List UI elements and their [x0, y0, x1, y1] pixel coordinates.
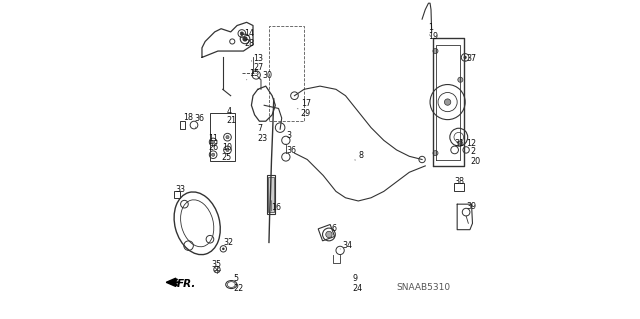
Text: 16: 16	[271, 203, 282, 212]
Circle shape	[226, 148, 229, 152]
Text: 19: 19	[428, 33, 438, 41]
Text: 17: 17	[301, 100, 311, 108]
Text: 34: 34	[342, 241, 353, 250]
Polygon shape	[166, 278, 176, 286]
Text: 11: 11	[209, 134, 218, 143]
Text: 37: 37	[466, 54, 476, 63]
Text: 22: 22	[233, 284, 243, 293]
Text: 5: 5	[233, 274, 238, 283]
Text: 36: 36	[194, 115, 204, 123]
Circle shape	[433, 151, 438, 156]
Text: 14: 14	[244, 29, 254, 38]
Text: 26: 26	[209, 144, 218, 152]
Text: 39: 39	[467, 202, 477, 211]
Text: 36: 36	[287, 146, 296, 155]
Text: 25: 25	[221, 153, 232, 162]
Text: 38: 38	[454, 177, 465, 186]
Circle shape	[226, 136, 229, 139]
Text: 10: 10	[221, 144, 232, 152]
Text: 6: 6	[331, 224, 336, 233]
Text: 32: 32	[223, 238, 234, 247]
Bar	[318, 225, 335, 241]
Text: 29: 29	[301, 109, 311, 118]
Text: 33: 33	[176, 185, 186, 194]
Circle shape	[458, 77, 463, 82]
Bar	[210, 113, 236, 161]
Text: 2: 2	[470, 147, 476, 156]
Text: 31: 31	[454, 139, 465, 148]
Text: 30: 30	[262, 71, 272, 80]
Circle shape	[326, 231, 332, 238]
Bar	[180, 121, 186, 129]
Text: 4: 4	[227, 107, 232, 116]
Text: 21: 21	[227, 116, 237, 125]
Circle shape	[458, 141, 463, 146]
Text: 28: 28	[244, 39, 255, 48]
Circle shape	[222, 248, 225, 250]
Text: FR.: FR.	[177, 279, 196, 289]
Text: 15: 15	[249, 69, 259, 78]
Text: 8: 8	[358, 152, 364, 160]
Text: 27: 27	[253, 63, 263, 72]
Text: 13: 13	[253, 54, 263, 63]
Text: SNAAB5310: SNAAB5310	[397, 283, 451, 292]
Text: 7: 7	[258, 124, 263, 133]
Text: 20: 20	[470, 157, 481, 166]
Bar	[454, 183, 463, 191]
Circle shape	[463, 56, 467, 59]
Bar	[174, 191, 180, 198]
Text: 12: 12	[466, 139, 476, 148]
Circle shape	[433, 48, 438, 54]
Circle shape	[444, 99, 451, 105]
Text: 1: 1	[428, 23, 433, 32]
Text: 35: 35	[212, 260, 221, 269]
Circle shape	[240, 32, 243, 35]
Text: 9: 9	[353, 274, 358, 283]
Circle shape	[212, 140, 215, 144]
Text: 18: 18	[184, 113, 193, 122]
Bar	[269, 26, 304, 121]
Circle shape	[243, 37, 247, 41]
Text: 24: 24	[353, 284, 363, 293]
Text: 3: 3	[287, 131, 291, 140]
Bar	[268, 177, 275, 212]
Circle shape	[212, 153, 215, 156]
Bar	[268, 175, 275, 214]
Text: 23: 23	[258, 134, 268, 143]
